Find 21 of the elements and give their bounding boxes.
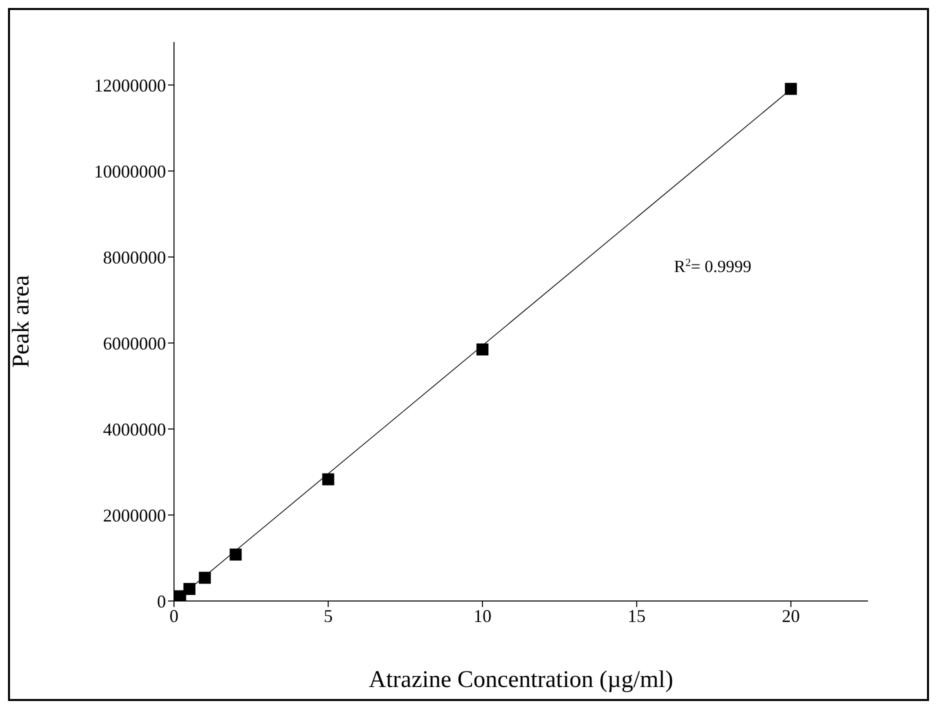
y-tick-label: 6000000 bbox=[103, 333, 166, 354]
point bbox=[183, 582, 196, 595]
x-tick-label: 0 bbox=[170, 606, 178, 626]
y-tick-label: 10000000 bbox=[94, 161, 166, 182]
point bbox=[198, 572, 211, 584]
annotation: R$^{2}$= 0.9999 bbox=[674, 257, 752, 276]
y-tick-label: 2000000 bbox=[103, 505, 166, 526]
y-tick-label: 0 bbox=[157, 591, 166, 612]
x-tick-label: 10 bbox=[473, 606, 492, 626]
x-tick-label: 5 bbox=[324, 606, 333, 626]
point bbox=[476, 343, 488, 356]
y-tick-label: 12000000 bbox=[94, 75, 166, 96]
y-tick-label: 8000000 bbox=[103, 247, 166, 268]
x-tick-label: 20 bbox=[782, 606, 800, 626]
point bbox=[322, 473, 334, 486]
point bbox=[230, 548, 242, 561]
x-tick-label: 15 bbox=[628, 606, 646, 626]
point bbox=[784, 82, 797, 95]
y-tick-label: 4000000 bbox=[103, 419, 166, 440]
x-axis-title: Atrazine Concentration (µg/ml) bbox=[368, 667, 674, 693]
y-axis-title: Peak area bbox=[8, 274, 35, 368]
